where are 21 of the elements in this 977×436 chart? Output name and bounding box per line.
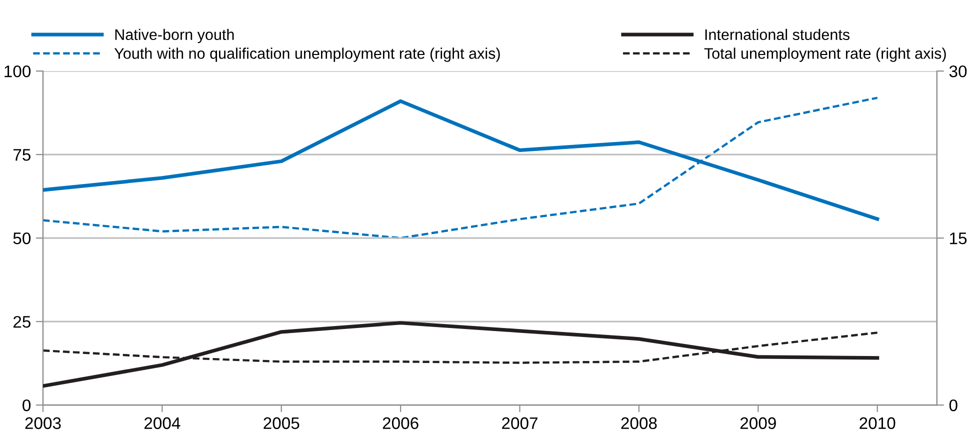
y-tick-label: 50 xyxy=(13,232,31,244)
x-tick-label: 2006 xyxy=(382,417,418,430)
y-tick-label: 75 xyxy=(14,149,30,161)
y-tick-label: 0 xyxy=(22,399,31,412)
legend-label: Total unemployment rate (right axis) xyxy=(704,48,946,62)
legend-label: International students xyxy=(705,28,850,40)
y-tick-label: 100 xyxy=(4,65,31,78)
y-tick-label: 25 xyxy=(13,316,30,328)
y2-tick-label: 15 xyxy=(950,232,967,244)
y2-tick-label: 30 xyxy=(949,65,967,78)
x-tick-label: 2010 xyxy=(860,417,896,430)
y2-tick-label: 0 xyxy=(949,399,958,412)
legend-label: Native-born youth xyxy=(115,28,234,44)
x-tick-label: 2008 xyxy=(621,417,657,430)
x-tick-label: 2005 xyxy=(264,417,300,430)
legend-label: Youth with no qualification unemployment rate (right axis) xyxy=(114,48,500,62)
line-series xyxy=(42,321,880,388)
x-tick-label: 2007 xyxy=(502,417,538,430)
x-tick-label: 2004 xyxy=(144,417,180,430)
x-tick-label: 2009 xyxy=(740,417,776,430)
x-tick-label: 2003 xyxy=(25,417,61,430)
